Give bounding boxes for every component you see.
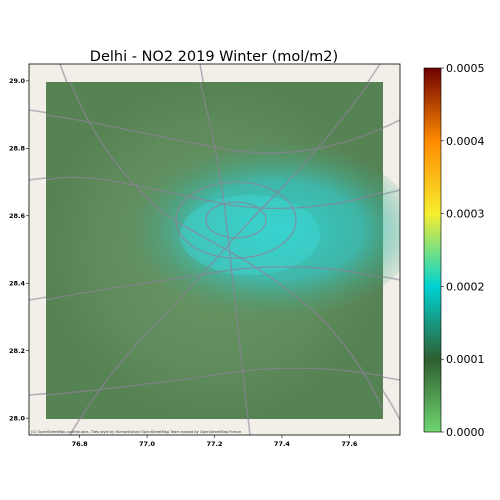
- map-axes: [29, 64, 400, 435]
- overlay-roads: [45, 81, 384, 420]
- y-tick-label: 28.6: [9, 212, 26, 220]
- colorbar-tick-label: 0.0004: [446, 135, 485, 148]
- map-title: Delhi - NO2 2019 Winter (mol/m2): [90, 49, 338, 65]
- colorbar-tick-label: 0.0001: [446, 353, 485, 366]
- x-tick-label: 77.0: [139, 440, 156, 448]
- y-axis: 28.0 28.2 28.4 28.6 28.8 29.0: [9, 77, 29, 422]
- map-attribution: (C) OpenStreetMap contributors, Tiles st…: [31, 430, 242, 434]
- y-tick-label: 29.0: [9, 77, 26, 85]
- colorbar-tick-label: 0.0003: [446, 208, 485, 221]
- colorbar-gradient: [423, 67, 442, 433]
- y-tick-label: 28.8: [9, 145, 26, 153]
- x-axis: 76.8 77.0 77.2 77.4 77.6: [72, 435, 358, 448]
- colorbar-tick-label: 0.0000: [446, 426, 485, 439]
- y-tick-label: 28.2: [9, 347, 25, 355]
- colorbar-tick-label: 0.0002: [446, 280, 485, 293]
- colorbar: 0.0000 0.0001 0.0002 0.0003 0.0004 0.0005: [423, 62, 485, 439]
- no2-hotspot: [107, 140, 400, 320]
- colorbar-ticks: 0.0000 0.0001 0.0002 0.0003 0.0004 0.0005: [441, 62, 485, 439]
- y-tick-label: 28.4: [9, 280, 26, 288]
- x-tick-label: 77.6: [341, 440, 358, 448]
- x-tick-label: 76.8: [72, 440, 89, 448]
- x-tick-label: 77.2: [206, 440, 222, 448]
- y-tick-label: 28.0: [9, 414, 26, 422]
- x-tick-label: 77.4: [274, 440, 291, 448]
- colorbar-tick-label: 0.0005: [446, 62, 485, 75]
- no2-hotspot-core: [180, 195, 320, 275]
